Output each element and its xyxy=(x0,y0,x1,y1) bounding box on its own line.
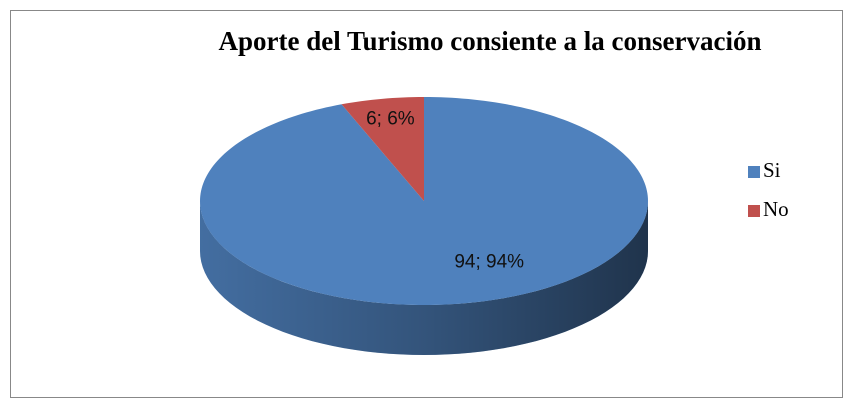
chart-title: Aporte del Turismo consiente a la conser… xyxy=(219,26,762,56)
pie: 94; 94% 6; 6% xyxy=(200,97,648,355)
slice xyxy=(341,97,424,201)
data-label: 94; 94% xyxy=(454,251,524,272)
slice xyxy=(200,97,648,305)
legend-label: No xyxy=(763,197,789,221)
slice-side-shade xyxy=(200,201,648,355)
data-label: 6; 6% xyxy=(366,108,415,129)
legend: Si No xyxy=(748,158,789,221)
legend-label: Si xyxy=(763,158,781,182)
legend-swatch xyxy=(748,166,760,178)
legend-swatch xyxy=(748,205,760,217)
